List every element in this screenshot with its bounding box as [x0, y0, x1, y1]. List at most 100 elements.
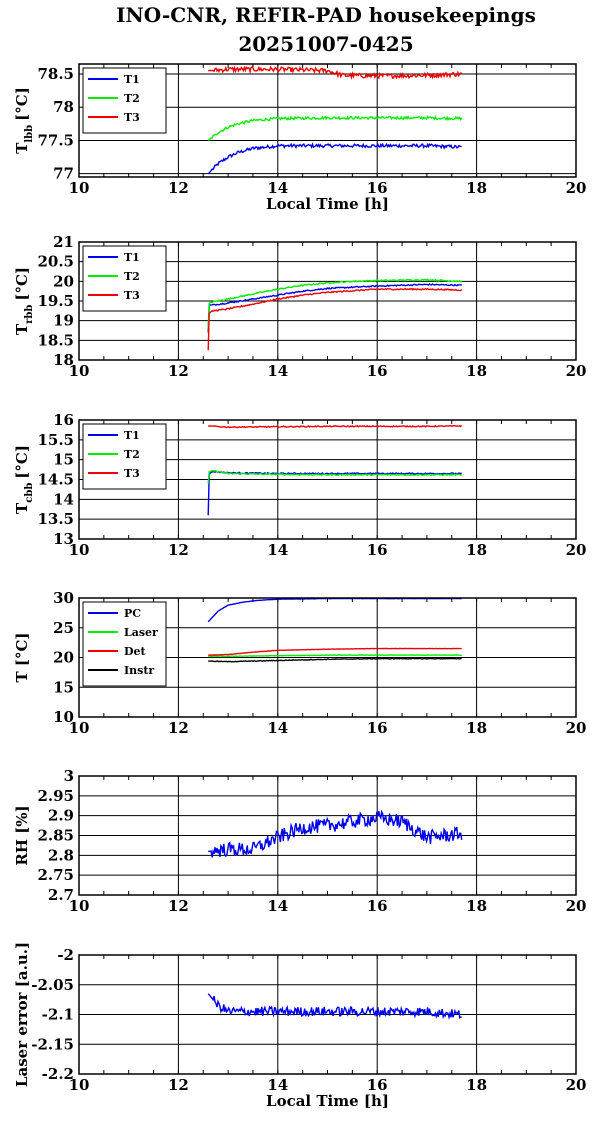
y-axis-label-sub: cbb	[24, 483, 35, 503]
y-tick-label: 15	[53, 451, 74, 469]
y-tick-label: 78	[53, 98, 74, 116]
x-tick-label: 12	[168, 541, 189, 559]
grid	[78, 954, 577, 1075]
series-line-data	[207, 993, 462, 1020]
legend: PC Laser Det Instr	[82, 601, 167, 687]
plot-frame	[78, 241, 577, 361]
series-line-t1	[207, 142, 462, 175]
y-axis-label: Laser error [a.u.]	[13, 942, 31, 1087]
x-tick-label: 12	[168, 719, 189, 737]
chart-laser_err: 10 12 14 16 18 20 -2.2 -2.15 -2.1 -2.05 -2 Local Ti…	[13, 942, 586, 1110]
legend-label: PC	[124, 607, 141, 620]
y-tick-label: 30	[53, 589, 74, 607]
y-tick-label: 2.7	[48, 886, 74, 904]
y-tick-label: 78.5	[37, 65, 74, 83]
y-tick-label: 21	[53, 233, 74, 251]
x-tick-label: 12	[168, 1076, 189, 1094]
y-axis-label: T [°C]	[13, 632, 31, 682]
series-line-t2	[207, 469, 463, 484]
y-tick-label: 20	[53, 649, 74, 667]
y-axis-label-unit: [°C]	[13, 267, 31, 301]
legend-label: T1	[124, 251, 140, 264]
x-tick-label: 14	[267, 897, 288, 915]
series-line-t1	[207, 470, 462, 516]
x-tick-label: 12	[168, 179, 189, 197]
x-tick-label: 10	[69, 1076, 90, 1094]
y-tick-label: 14	[53, 490, 74, 508]
y-tick-label: 14.5	[37, 471, 74, 489]
legend-label: T1	[124, 73, 140, 86]
x-tick-label: 12	[168, 362, 189, 380]
legend-label: Det	[124, 645, 147, 658]
series-line-laser	[208, 654, 462, 658]
series-line-t2	[207, 278, 463, 329]
x-tick-label: 18	[466, 897, 487, 915]
figure-title-line-2: 20251007-0425	[238, 32, 413, 56]
series-line-t3	[207, 287, 463, 351]
y-tick-label: 18	[53, 351, 74, 369]
x-tick-label: 10	[69, 179, 90, 197]
legend-label: T3	[124, 111, 140, 124]
x-tick-label: 16	[367, 541, 388, 559]
y-axis-label-sub: lbb	[24, 125, 35, 143]
y-tick-label: 16	[53, 411, 74, 429]
y-tick-label: 2.95	[37, 787, 74, 805]
series-line-instr	[208, 657, 462, 663]
x-tick-label: 18	[466, 541, 487, 559]
x-tick-label: 10	[69, 362, 90, 380]
x-tick-label: 14	[267, 541, 288, 559]
y-tick-label: 19.5	[37, 292, 74, 310]
x-tick-label: 10	[69, 541, 90, 559]
x-tick-label: 18	[466, 179, 487, 197]
plot-frame	[78, 775, 577, 896]
x-tick-label: 20	[566, 179, 587, 197]
y-tick-label: 77.5	[37, 131, 74, 149]
legend-label: T3	[124, 289, 140, 302]
x-tick-label: 16	[367, 362, 388, 380]
y-tick-label: 2.75	[37, 866, 74, 884]
y-tick-label: 13	[53, 530, 74, 548]
y-tick-label: -2	[57, 946, 74, 964]
y-tick-label: 20.5	[37, 253, 74, 271]
x-tick-label: 18	[466, 1076, 487, 1094]
y-tick-label: 2.9	[48, 807, 74, 825]
y-tick-label: 15	[53, 678, 74, 696]
legend: T1 T2 T3	[82, 423, 167, 490]
series-line-t1	[207, 283, 463, 333]
y-tick-label: 10	[53, 708, 74, 726]
plot-frame	[78, 597, 577, 718]
legend-label: Laser	[124, 626, 158, 639]
x-tick-label: 14	[267, 719, 288, 737]
y-tick-label: 13.5	[37, 510, 74, 528]
chart-lbb: 10 12 14 16 18 20 77 77.5 78 78.5 Local Time [h] Tl…	[13, 63, 587, 213]
figure-title-line-1: INO-CNR, REFIR-PAD housekeepings	[116, 3, 536, 27]
legend-label: T3	[124, 467, 140, 480]
x-tick-label: 20	[566, 897, 587, 915]
y-axis-label-main: T	[13, 502, 31, 514]
x-tick-label: 20	[566, 719, 587, 737]
y-tick-label: 25	[53, 619, 74, 637]
legend-label: T2	[124, 448, 140, 461]
plot-frame	[78, 63, 577, 178]
y-tick-label: 19	[53, 312, 74, 330]
chart-rh: 10 12 14 16 18 20 2.7 2.75 2.82.85 2.9 2.95 3 RH [%]	[13, 767, 586, 915]
series-line-det	[208, 647, 462, 656]
y-tick-label: 3	[64, 767, 74, 785]
y-axis-label-main: T	[13, 142, 31, 154]
y-tick-label: -2.15	[31, 1035, 74, 1053]
grid	[78, 775, 577, 896]
y-axis-label: RH [%]	[13, 805, 31, 865]
x-tick-label: 14	[267, 362, 288, 380]
series-line-pc	[207, 597, 462, 623]
y-tick-label: -2.05	[31, 976, 74, 994]
legend-label: T1	[124, 429, 140, 442]
y-tick-label: 2.85	[37, 827, 74, 845]
y-axis-label-main: T	[13, 323, 31, 335]
legend-label: Instr	[124, 664, 154, 677]
x-tick-label: 16	[367, 1076, 388, 1094]
y-tick-label: 18.5	[37, 331, 74, 349]
y-tick-label: 2.8	[48, 846, 74, 864]
series-line-t3	[208, 424, 463, 429]
chart-cbb: 10 12 14 16 18 201313.51414.51515.516Tcbb[°C]…	[13, 411, 586, 559]
x-tick-label: 20	[566, 362, 587, 380]
